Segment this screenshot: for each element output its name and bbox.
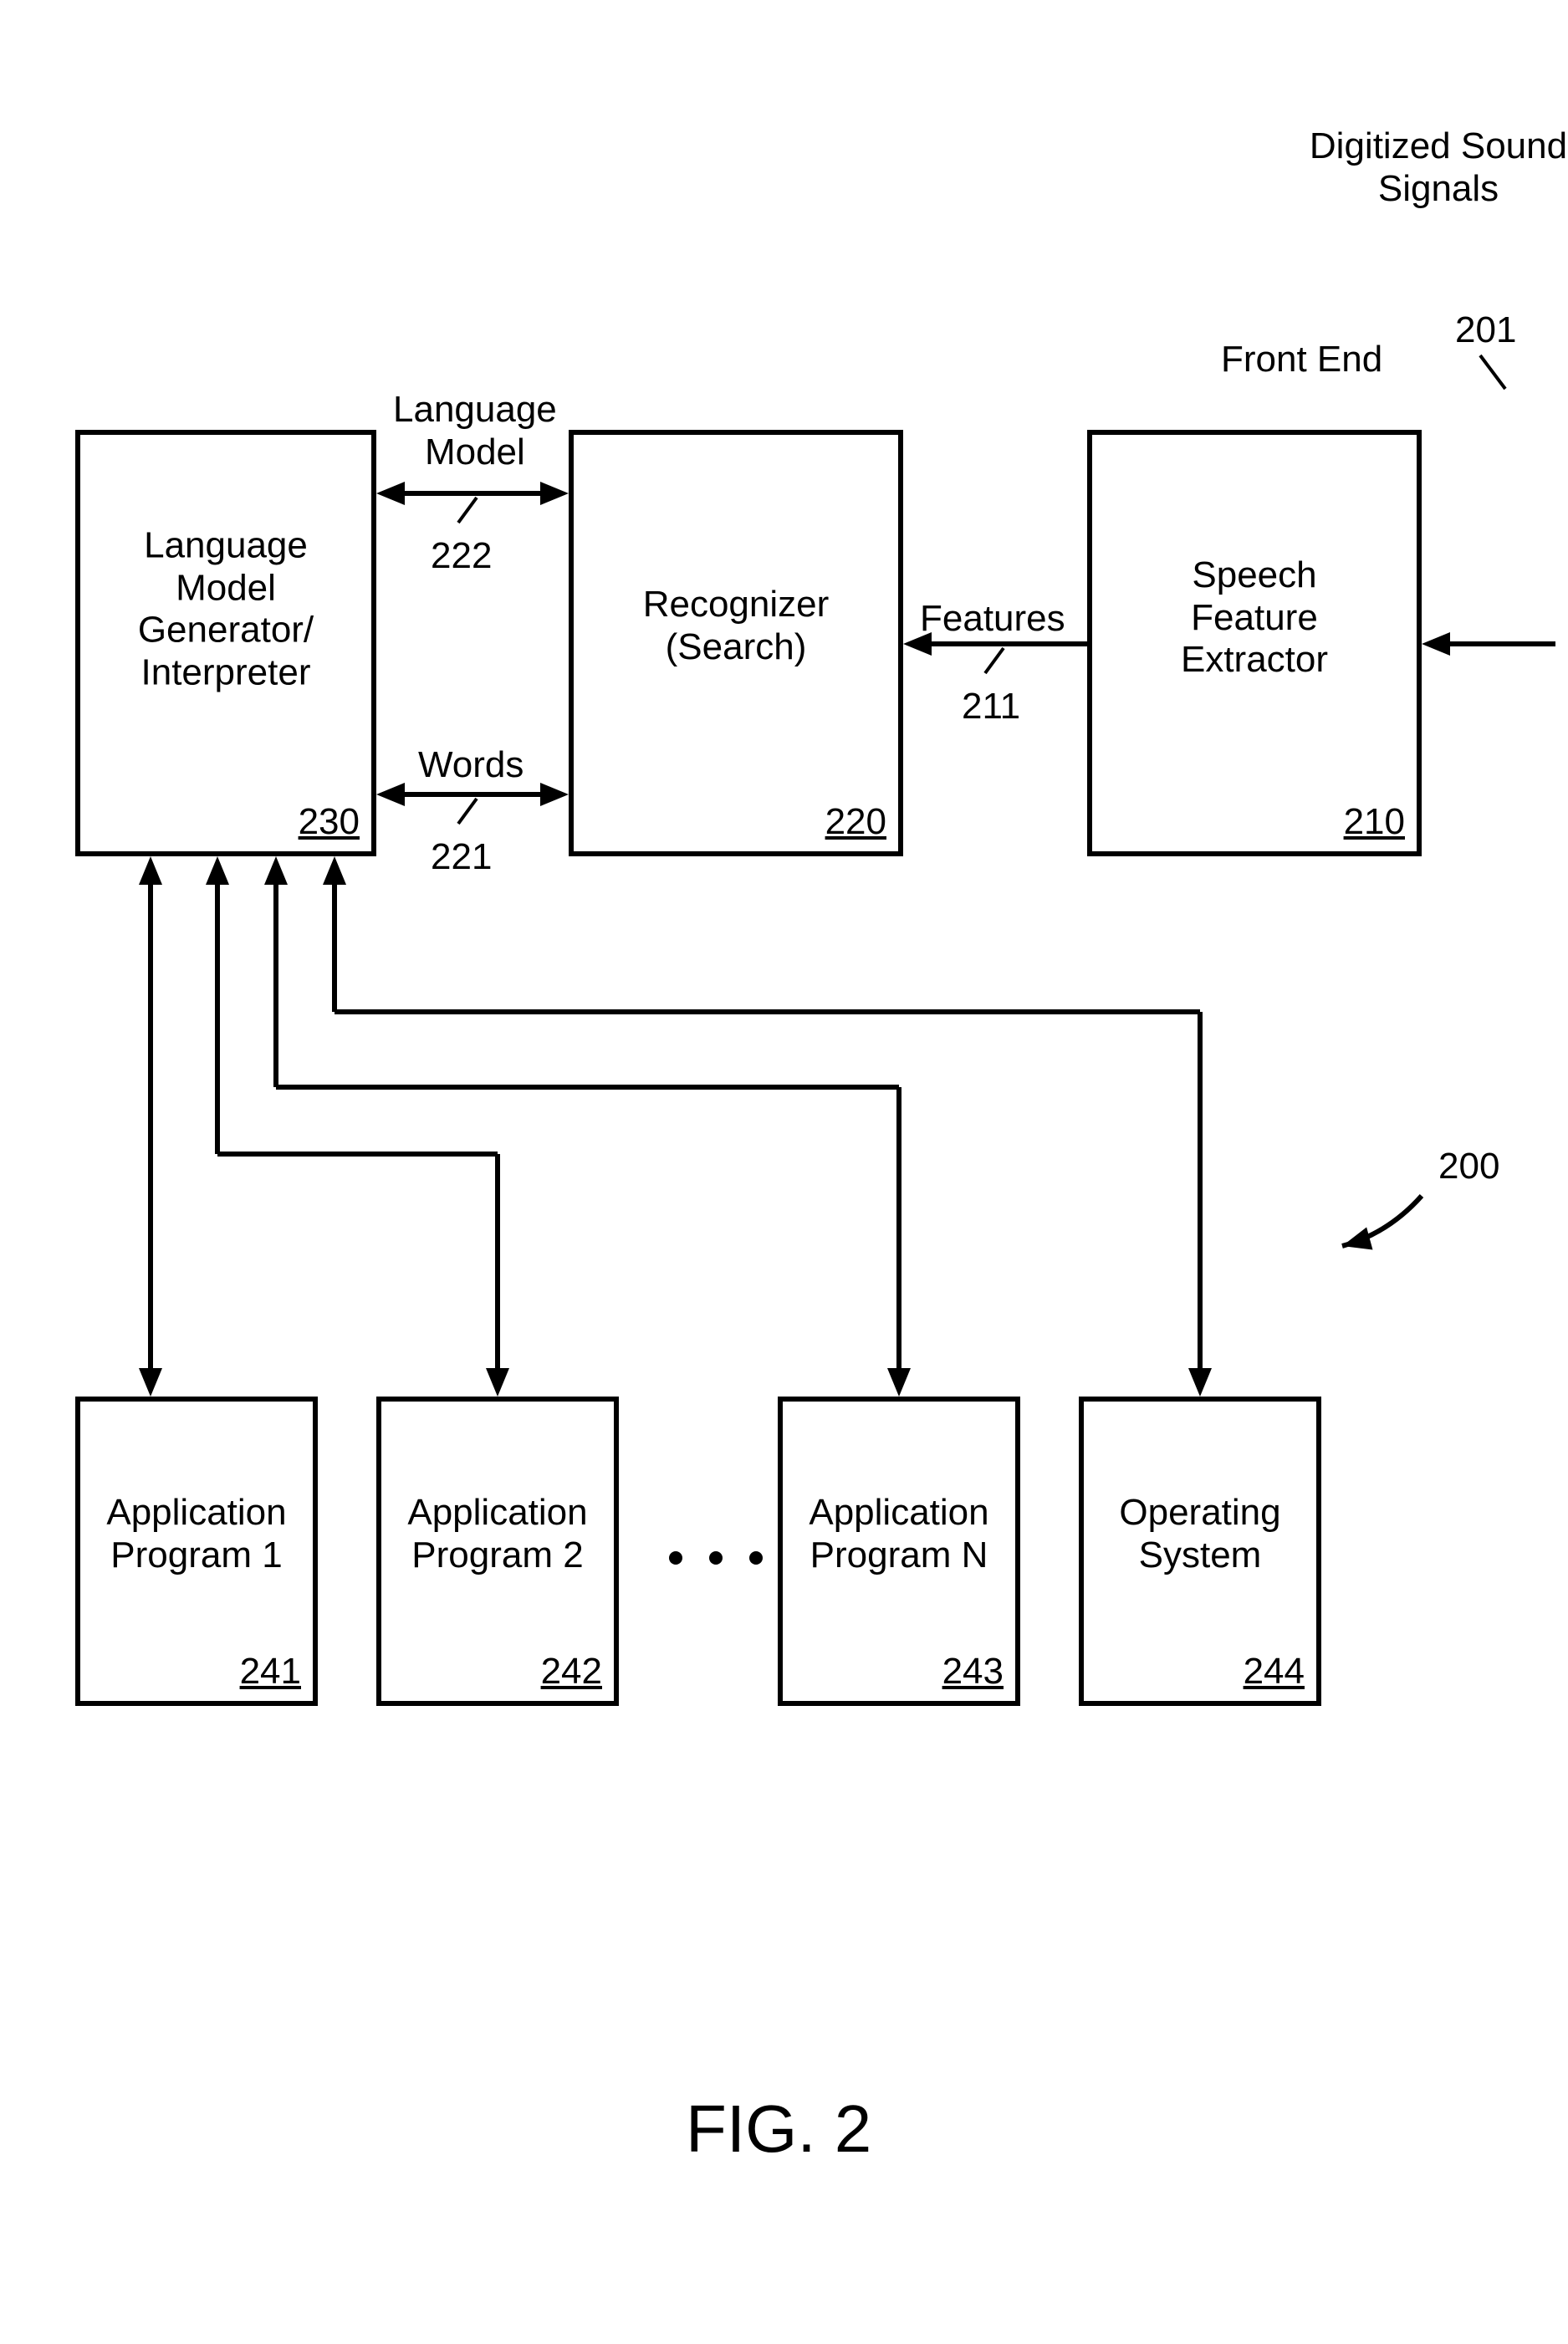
ellipsis-dot	[749, 1551, 763, 1565]
box-label: SpeechFeatureExtractor	[1092, 554, 1417, 682]
box-language-model-generator: LanguageModelGenerator/Interpreter 230	[75, 430, 376, 856]
box-label: ApplicationProgram 1	[80, 1492, 313, 1576]
label-front-end: Front End	[1221, 339, 1382, 381]
refnum-language-model: 222	[431, 535, 492, 578]
figure-caption: FIG. 2	[686, 2091, 871, 2168]
box-refnum: 241	[240, 1651, 301, 1693]
box-recognizer: Recognizer(Search) 220	[569, 430, 903, 856]
box-application-program-1: ApplicationProgram 1 241	[75, 1397, 318, 1706]
box-refnum: 242	[541, 1651, 602, 1693]
label-digitized-sound-signals: Digitized SoundSignals	[1305, 125, 1568, 210]
box-refnum: 220	[825, 801, 886, 843]
label-words: Words	[418, 744, 524, 787]
box-label: ApplicationProgram 2	[381, 1492, 614, 1576]
box-speech-feature-extractor: SpeechFeatureExtractor 210	[1087, 430, 1422, 856]
box-label: Recognizer(Search)	[574, 584, 898, 668]
box-application-program-2: ApplicationProgram 2 242	[376, 1397, 619, 1706]
refnum-digitized: 201	[1455, 309, 1516, 352]
box-refnum: 210	[1344, 801, 1405, 843]
box-refnum: 230	[299, 801, 360, 843]
box-label: LanguageModelGenerator/Interpreter	[80, 524, 371, 693]
box-application-program-n: ApplicationProgram N 243	[778, 1397, 1020, 1706]
ellipsis-dot	[669, 1551, 682, 1565]
ellipsis-dot	[709, 1551, 723, 1565]
refnum-features: 211	[962, 686, 1020, 728]
label-features: Features	[920, 598, 1065, 641]
refnum-figure: 200	[1438, 1146, 1499, 1188]
box-label: OperatingSystem	[1084, 1492, 1316, 1576]
figure-stage: LanguageModelGenerator/Interpreter 230 R…	[0, 0, 1568, 2344]
box-label: ApplicationProgram N	[783, 1492, 1015, 1576]
box-refnum: 243	[942, 1651, 1004, 1693]
refnum-words: 221	[431, 836, 492, 879]
box-operating-system: OperatingSystem 244	[1079, 1397, 1321, 1706]
box-refnum: 244	[1244, 1651, 1305, 1693]
label-language-model: LanguageModel	[393, 389, 557, 473]
